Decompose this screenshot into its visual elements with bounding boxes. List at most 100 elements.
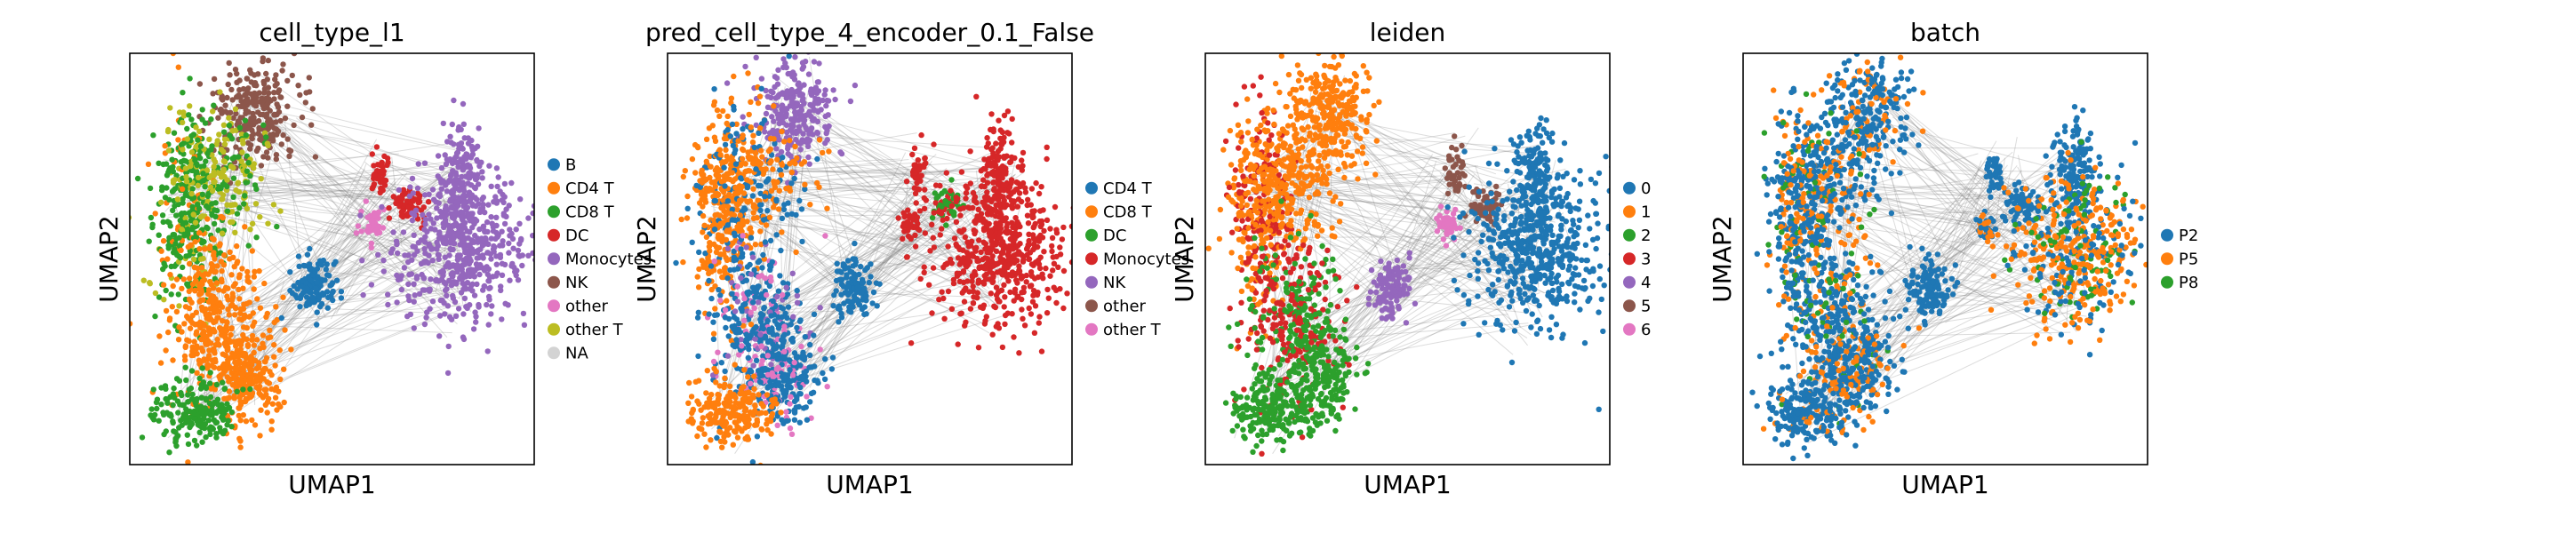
cell-point <box>211 76 218 83</box>
cells <box>673 53 1072 465</box>
legend-label: DC <box>565 227 588 245</box>
cell-point <box>172 241 179 247</box>
cell-point <box>768 158 774 164</box>
cell-point <box>198 265 205 271</box>
cell-point <box>474 158 481 164</box>
cell-point <box>870 289 877 296</box>
cell-point <box>193 331 199 338</box>
cell-point <box>775 93 781 99</box>
cell-point <box>186 252 192 259</box>
cell-point <box>421 246 428 252</box>
cell-point <box>758 343 764 349</box>
cell-point <box>209 201 215 207</box>
cell-point <box>750 132 756 139</box>
cell-point <box>784 383 790 389</box>
cell-point <box>750 210 756 216</box>
cell-point <box>324 289 331 295</box>
cell-point <box>915 157 922 163</box>
cell-point <box>797 140 804 147</box>
cell-point <box>198 394 205 401</box>
cell-point <box>740 217 746 224</box>
cell-point <box>427 286 433 292</box>
cell-point <box>728 95 735 101</box>
cell-point <box>711 197 717 204</box>
cell-point <box>494 183 500 190</box>
cell-point <box>444 292 450 298</box>
cell-point <box>778 171 785 178</box>
cell-point <box>757 331 764 338</box>
cell-point <box>443 203 449 210</box>
cell-point <box>775 288 782 294</box>
cell-point <box>441 279 447 286</box>
cell-point <box>307 265 314 271</box>
cell-point <box>699 167 705 173</box>
cell-point <box>752 294 758 300</box>
cell-point <box>525 215 532 221</box>
cell-point <box>904 219 910 226</box>
cell-point <box>449 160 456 167</box>
cell-point <box>189 281 196 288</box>
cell-point <box>264 140 270 147</box>
cell-point <box>710 400 716 407</box>
cell-point <box>203 395 210 402</box>
cell-point <box>274 316 280 323</box>
cell-point <box>193 124 199 131</box>
cell-point <box>204 198 211 204</box>
cell-point <box>811 59 818 65</box>
cell-point <box>226 394 233 401</box>
cell-point <box>725 333 732 339</box>
cell-point <box>263 149 270 155</box>
cell-point <box>450 168 456 174</box>
cell-point <box>207 380 213 386</box>
cell-point <box>385 301 391 308</box>
cell-point <box>745 316 752 322</box>
cell-point <box>180 113 188 119</box>
cell-point <box>785 150 791 157</box>
cell-point <box>728 338 734 344</box>
cell-point <box>380 187 386 194</box>
cell-point <box>217 404 224 411</box>
cell-point <box>409 175 416 182</box>
cell-point <box>194 162 200 169</box>
cell-point <box>739 306 745 313</box>
cell-point <box>289 290 296 297</box>
cell-point <box>206 245 213 251</box>
cell-point <box>508 179 515 187</box>
cell-point <box>854 284 860 290</box>
cell-point <box>436 333 443 339</box>
cell-point <box>838 281 845 288</box>
scatter-area <box>130 53 534 465</box>
cell-point <box>194 395 200 402</box>
cell-point <box>188 190 195 197</box>
cell-point <box>807 202 813 208</box>
graph-edge <box>197 255 476 438</box>
cell-point <box>688 394 695 400</box>
cell-point <box>271 342 277 348</box>
cell-point <box>830 87 836 93</box>
cell-point <box>859 278 866 285</box>
cell-point <box>424 309 430 315</box>
cell-point <box>139 434 146 441</box>
cell-point <box>804 143 812 149</box>
cell-point <box>802 181 808 187</box>
cell-point <box>216 131 222 138</box>
cell-point <box>180 414 187 421</box>
cell-point <box>749 284 756 290</box>
cell-point <box>357 212 364 219</box>
cell-point <box>485 322 492 328</box>
cell-point <box>751 266 757 274</box>
cell-point <box>295 279 301 286</box>
cell-point <box>722 375 728 381</box>
cell-point <box>365 223 372 230</box>
cell-point <box>168 263 174 270</box>
cell-point <box>816 60 822 67</box>
cell-point <box>931 141 937 147</box>
cell-point <box>405 252 412 259</box>
cell-point <box>716 287 722 293</box>
cell-point <box>444 156 451 163</box>
cell-point <box>221 252 228 259</box>
cell-point <box>814 79 821 85</box>
graph-edge <box>725 242 999 278</box>
cell-point <box>237 418 244 424</box>
